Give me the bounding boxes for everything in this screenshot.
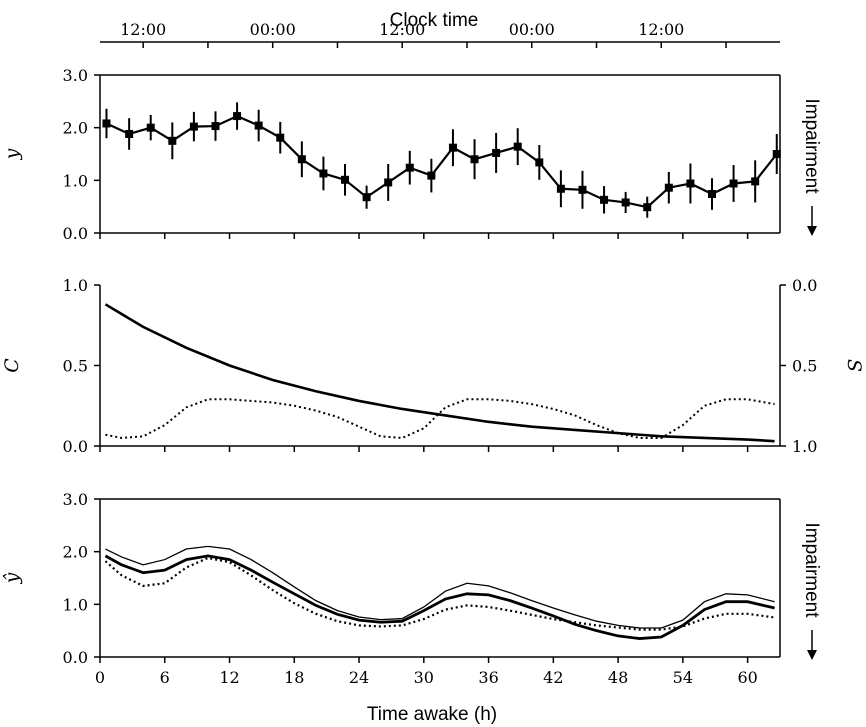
x-tick-label: 48 (608, 668, 628, 687)
x-tick-label: 6 (160, 668, 170, 687)
data-point (384, 178, 393, 187)
x-tick-label: 54 (673, 668, 693, 687)
series-line-yhat-thin (105, 545, 775, 629)
data-point (254, 121, 263, 130)
clock-tick-label: 12:00 (120, 20, 166, 39)
data-point (664, 183, 673, 192)
x-tick-label: 42 (543, 668, 563, 687)
y-tick-label: 2.0 (63, 543, 88, 562)
data-point (448, 143, 457, 152)
data-point (211, 122, 220, 131)
x-tick-label: 60 (737, 668, 757, 687)
data-point (189, 122, 198, 131)
clock-time-axis: 12:00 00:00 12:00 00:00 12:00 (100, 20, 780, 48)
data-point (470, 155, 479, 164)
data-point (297, 155, 306, 164)
data-point (708, 190, 716, 199)
right-y-tick-label: 0.0 (792, 276, 817, 295)
data-point (513, 142, 522, 151)
data-point (276, 133, 285, 142)
right-y-axis-label: S (843, 359, 865, 372)
data-point (600, 195, 609, 204)
data-point (535, 158, 544, 167)
data-point (233, 112, 242, 121)
y-tick-label: 1.0 (63, 276, 88, 295)
x-tick-label: 36 (478, 668, 498, 687)
y-tick-label: 0.0 (63, 224, 88, 243)
data-point (772, 150, 781, 158)
series-line-yhat-thick (104, 554, 775, 640)
y-tick-label: 1.0 (63, 171, 88, 190)
impairment-arrow-head (807, 650, 817, 660)
y-tick-label: 1.0 (63, 595, 88, 614)
y-tick-label: 0.5 (63, 357, 88, 376)
series-line-s (104, 303, 775, 443)
right-y-tick-label: 1.0 (792, 437, 817, 456)
data-point (146, 123, 155, 132)
x-tick-label: 18 (284, 668, 304, 687)
y-axis-label: y (1, 148, 23, 160)
clock-tick-label: 00:00 (509, 20, 555, 39)
y-tick-label: 0.0 (63, 648, 88, 667)
data-point (492, 148, 501, 157)
data-point (341, 175, 350, 184)
data-point (405, 163, 414, 172)
x-tick-label: 0 (95, 668, 105, 687)
data-point (643, 203, 652, 212)
y-tick-label: 3.0 (63, 66, 88, 85)
series-line-y (106, 114, 778, 209)
data-point (751, 177, 760, 186)
impairment-label: Impairment (801, 522, 822, 618)
data-point (427, 171, 436, 180)
data-point (729, 179, 738, 188)
y-tick-label: 2.0 (63, 119, 88, 138)
y-axis-label: ŷ (1, 572, 23, 584)
data-point (578, 185, 587, 194)
y-tick-label: 3.0 (63, 490, 88, 509)
data-point (621, 198, 630, 207)
panel-bottom-yhat: 0.0 1.0 2.0 3.0 0 6 12 18 24 30 36 42 48 54 60 ŷ Impairm… (1, 490, 822, 687)
series-line-yhat-dotted (104, 556, 775, 631)
data-point (362, 193, 371, 202)
data-point (556, 184, 565, 193)
y-axis-label: C (1, 358, 23, 373)
clock-tick-label: 12:00 (379, 20, 425, 39)
data-point (686, 179, 695, 188)
clock-time-title: Clock time (390, 10, 479, 31)
x-tick-label: 30 (414, 668, 434, 687)
clock-tick-label: 12:00 (638, 20, 684, 39)
data-point (319, 169, 328, 178)
panel-top-y: 0.0 1.0 2.0 3.0 y Impairment (1, 66, 822, 243)
series-line-c (105, 398, 775, 439)
clock-tick-label: 00:00 (250, 20, 296, 39)
impairment-arrow-head (807, 226, 817, 236)
data-point (168, 136, 177, 145)
right-y-tick-label: 0.5 (792, 357, 817, 376)
panel-middle-c-s: 0.0 0.5 1.0 C 0.0 0.5 1.0 S (1, 276, 865, 456)
time-awake-title: Time awake (h) (367, 704, 497, 725)
x-tick-label: 24 (349, 668, 369, 687)
data-point (125, 129, 134, 138)
impairment-label: Impairment (801, 98, 822, 194)
data-point (102, 119, 111, 128)
y-tick-label: 0.0 (63, 437, 88, 456)
x-tick-label: 12 (219, 668, 239, 687)
